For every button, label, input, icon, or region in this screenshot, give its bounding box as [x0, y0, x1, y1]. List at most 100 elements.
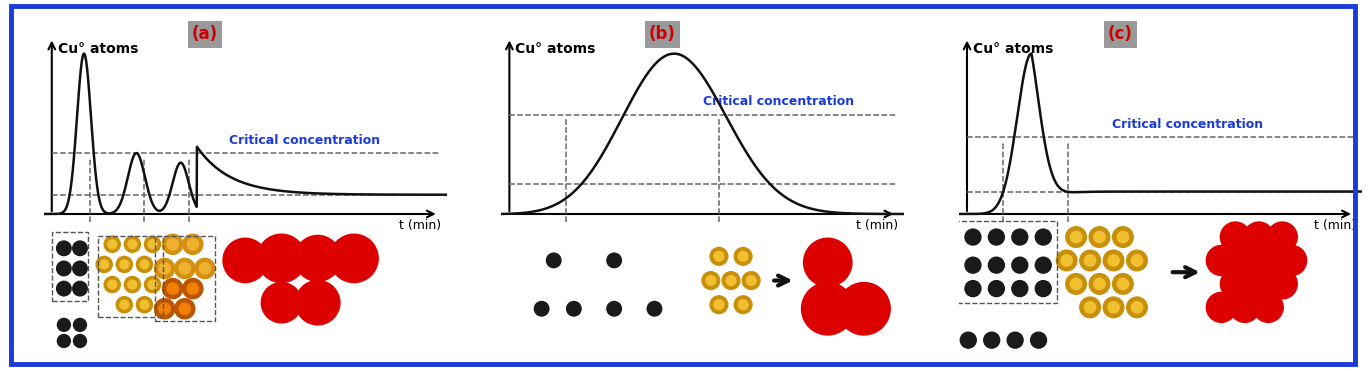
Circle shape [1065, 273, 1086, 294]
Circle shape [1104, 297, 1124, 318]
Circle shape [1113, 273, 1134, 294]
Circle shape [1117, 278, 1128, 290]
Text: Cu° atoms: Cu° atoms [973, 43, 1053, 57]
Circle shape [187, 239, 198, 250]
Circle shape [1094, 278, 1105, 290]
Circle shape [984, 332, 1000, 348]
Bar [154, 236, 214, 321]
Circle shape [1089, 227, 1109, 248]
Circle shape [57, 319, 70, 331]
Circle shape [175, 258, 195, 279]
Circle shape [72, 261, 87, 276]
Circle shape [141, 300, 149, 309]
Circle shape [989, 257, 1004, 273]
Circle shape [1071, 278, 1082, 290]
Circle shape [1012, 229, 1027, 245]
Circle shape [714, 300, 724, 310]
Circle shape [145, 276, 161, 293]
Circle shape [137, 297, 153, 313]
Circle shape [714, 252, 724, 261]
Circle shape [742, 272, 759, 289]
Circle shape [738, 300, 749, 310]
Circle shape [607, 302, 622, 316]
Circle shape [941, 257, 958, 273]
Text: (a): (a) [191, 26, 219, 43]
Circle shape [128, 280, 137, 289]
Text: t (min): t (min) [856, 219, 899, 232]
Circle shape [964, 280, 981, 297]
Circle shape [1089, 273, 1109, 294]
Circle shape [72, 241, 87, 256]
Circle shape [120, 300, 128, 309]
Circle shape [546, 253, 561, 268]
Circle shape [1244, 269, 1274, 299]
Circle shape [57, 334, 70, 347]
Circle shape [937, 332, 953, 348]
Circle shape [1094, 231, 1105, 243]
Circle shape [1131, 302, 1142, 313]
Circle shape [989, 229, 1004, 245]
Circle shape [735, 248, 751, 265]
Circle shape [1071, 231, 1082, 243]
Circle shape [108, 240, 116, 249]
Circle shape [187, 283, 198, 294]
Text: Critical concentration: Critical concentration [1112, 118, 1264, 131]
Circle shape [163, 279, 183, 299]
Circle shape [1012, 257, 1027, 273]
Circle shape [723, 272, 740, 289]
Circle shape [1268, 269, 1298, 299]
Circle shape [261, 283, 302, 323]
Circle shape [72, 281, 87, 296]
Circle shape [1007, 332, 1023, 348]
Circle shape [154, 258, 175, 279]
Circle shape [710, 296, 728, 314]
Circle shape [116, 256, 133, 272]
Circle shape [295, 280, 340, 325]
Circle shape [158, 303, 171, 314]
Circle shape [175, 299, 195, 319]
Circle shape [1065, 227, 1086, 248]
Circle shape [941, 229, 958, 245]
Circle shape [1113, 227, 1134, 248]
Text: (b): (b) [649, 26, 676, 43]
Circle shape [124, 236, 141, 252]
Circle shape [1206, 292, 1236, 322]
Circle shape [223, 238, 268, 283]
Circle shape [167, 283, 179, 294]
Circle shape [738, 252, 749, 261]
Circle shape [96, 256, 112, 272]
Bar [52, 232, 87, 301]
Circle shape [837, 283, 891, 335]
Text: t (min): t (min) [399, 219, 441, 232]
Circle shape [74, 319, 86, 331]
Circle shape [534, 302, 549, 316]
Circle shape [148, 280, 157, 289]
Circle shape [1131, 255, 1142, 266]
Circle shape [154, 299, 175, 319]
Circle shape [141, 260, 149, 269]
Circle shape [1206, 245, 1236, 276]
Circle shape [1127, 250, 1147, 271]
Circle shape [803, 238, 852, 287]
Circle shape [1079, 250, 1101, 271]
Circle shape [1253, 292, 1283, 322]
Circle shape [74, 334, 86, 347]
Circle shape [960, 332, 977, 348]
Circle shape [1079, 297, 1101, 318]
Circle shape [104, 236, 120, 252]
Circle shape [1061, 255, 1072, 266]
Circle shape [128, 240, 137, 249]
Circle shape [137, 256, 153, 272]
Circle shape [1117, 231, 1128, 243]
Bar [98, 236, 163, 317]
Circle shape [706, 276, 716, 285]
Text: Critical concentration: Critical concentration [703, 95, 854, 108]
Circle shape [1056, 250, 1076, 271]
Circle shape [1229, 245, 1259, 276]
Circle shape [735, 296, 751, 314]
Circle shape [1244, 222, 1274, 252]
Circle shape [1220, 222, 1250, 252]
Circle shape [145, 236, 161, 252]
Circle shape [1220, 269, 1250, 299]
Circle shape [179, 303, 190, 314]
